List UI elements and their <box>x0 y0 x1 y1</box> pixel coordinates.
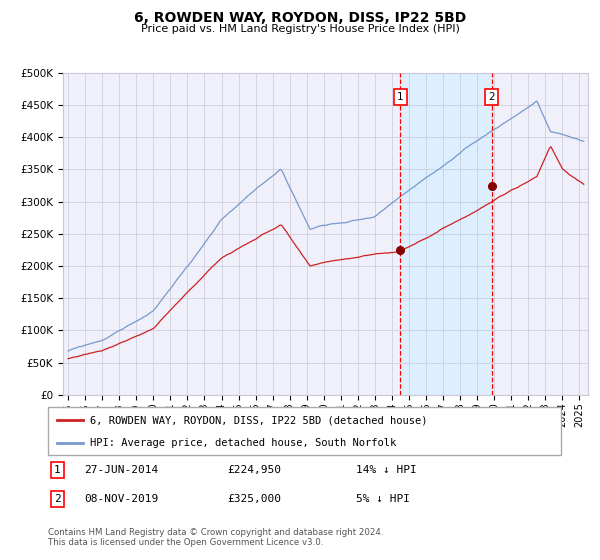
Text: 14% ↓ HPI: 14% ↓ HPI <box>356 465 416 475</box>
Text: 2: 2 <box>54 494 61 503</box>
Text: Contains HM Land Registry data © Crown copyright and database right 2024.: Contains HM Land Registry data © Crown c… <box>48 528 383 536</box>
Text: This data is licensed under the Open Government Licence v3.0.: This data is licensed under the Open Gov… <box>48 538 323 547</box>
Text: £325,000: £325,000 <box>227 494 281 503</box>
Text: 2: 2 <box>488 92 495 102</box>
Text: 6, ROWDEN WAY, ROYDON, DISS, IP22 5BD: 6, ROWDEN WAY, ROYDON, DISS, IP22 5BD <box>134 11 466 25</box>
Bar <box>400 73 491 395</box>
FancyBboxPatch shape <box>48 407 561 455</box>
Text: 5% ↓ HPI: 5% ↓ HPI <box>356 494 410 503</box>
Text: £224,950: £224,950 <box>227 465 281 475</box>
Text: 08-NOV-2019: 08-NOV-2019 <box>84 494 158 503</box>
Text: HPI: Average price, detached house, South Norfolk: HPI: Average price, detached house, Sout… <box>90 438 397 448</box>
Text: Price paid vs. HM Land Registry's House Price Index (HPI): Price paid vs. HM Land Registry's House … <box>140 24 460 34</box>
Text: 27-JUN-2014: 27-JUN-2014 <box>84 465 158 475</box>
Text: 1: 1 <box>397 92 404 102</box>
Text: 6, ROWDEN WAY, ROYDON, DISS, IP22 5BD (detached house): 6, ROWDEN WAY, ROYDON, DISS, IP22 5BD (d… <box>90 416 428 426</box>
Text: 1: 1 <box>54 465 61 475</box>
